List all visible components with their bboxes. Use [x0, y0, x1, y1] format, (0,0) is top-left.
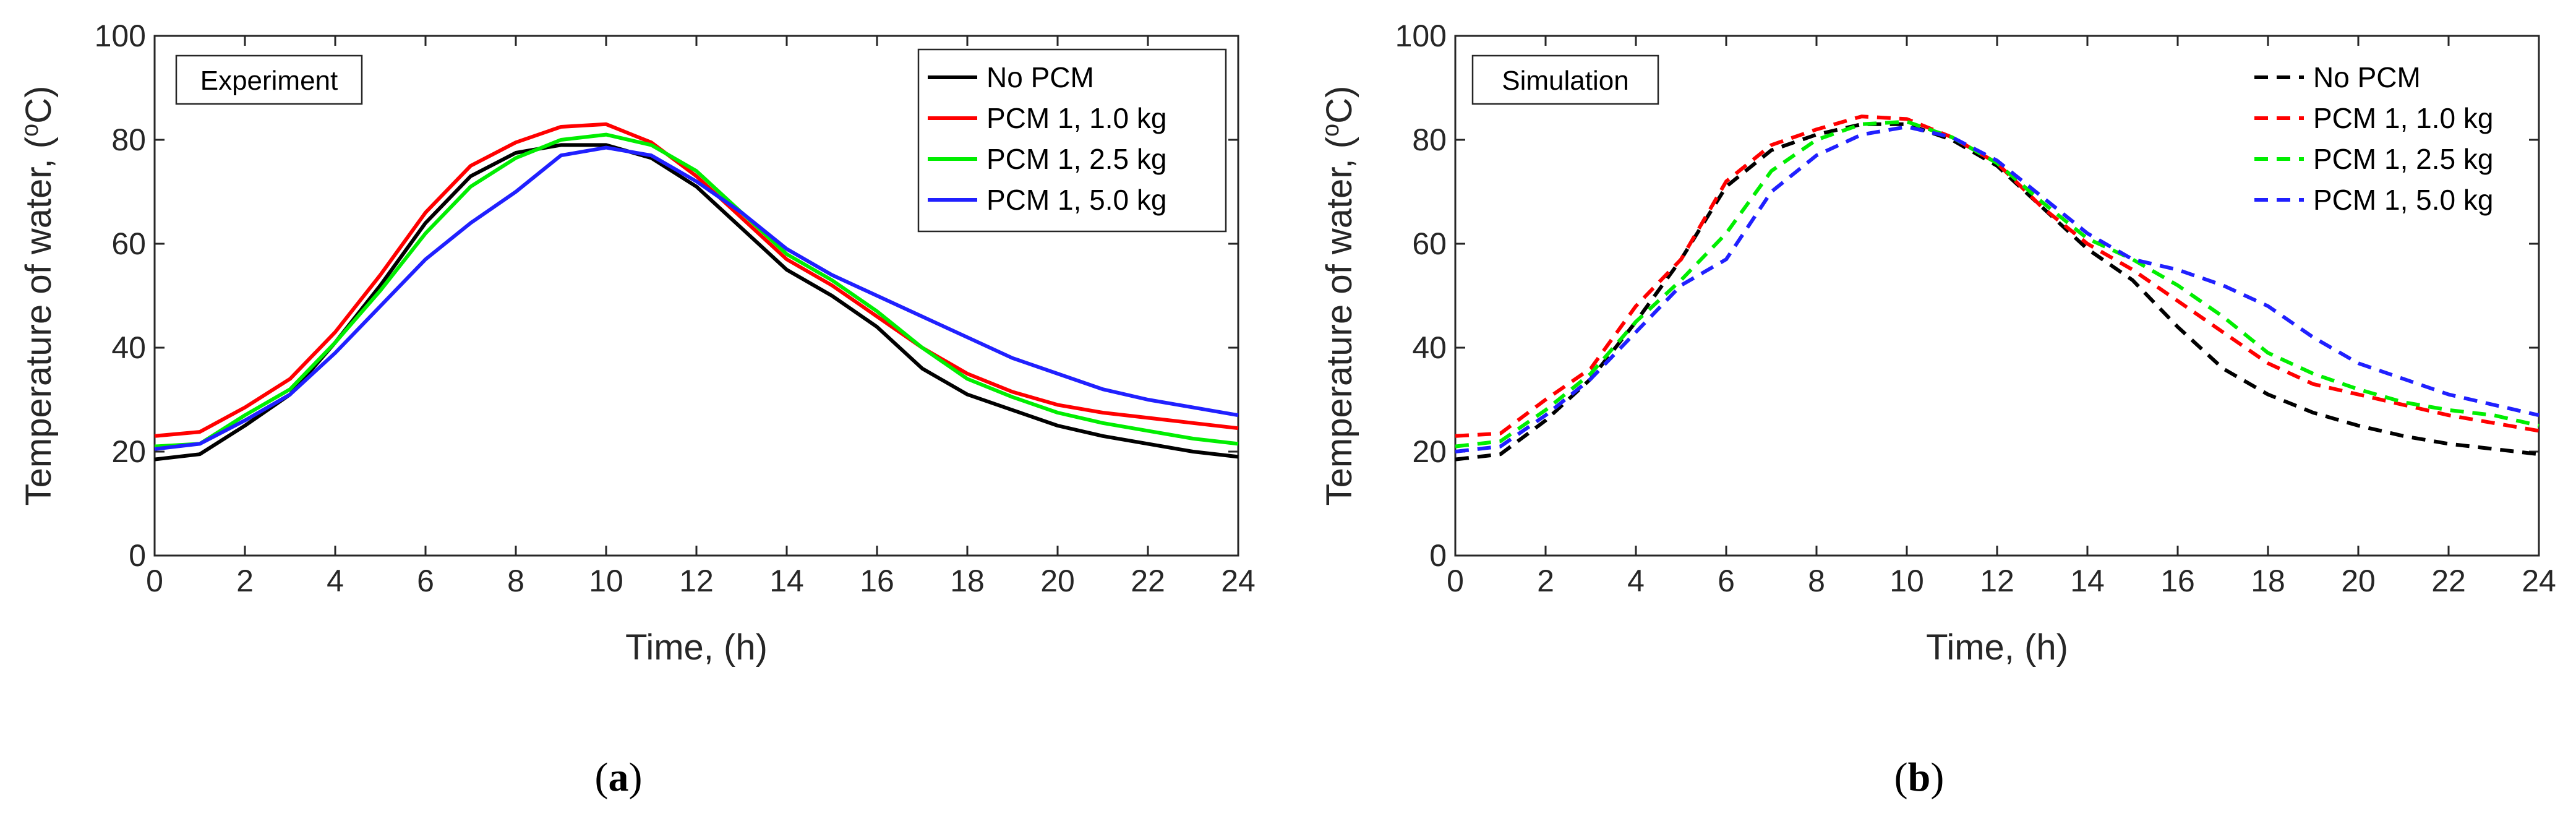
y-tick-label: 0	[1429, 538, 1447, 573]
x-tick-label: 2	[1537, 564, 1554, 598]
legend-items: No PCM PCM 1, 1.0 kg PCM 1, 2.5 kg PCM 1, 5…	[2254, 61, 2493, 216]
x-tick-label: 0	[146, 564, 163, 598]
x-tick-label: 12	[1980, 564, 2014, 598]
panel-title: Simulation	[1502, 66, 1628, 96]
series-line-pcm-1-1-0-kg	[1455, 114, 2540, 438]
series-line-pcm-1-5-0-kg	[1455, 125, 2540, 453]
series-layer	[154, 122, 1239, 462]
y-axis-label: Temperature of water, (oC)	[1318, 86, 1359, 506]
y-tick-label: 80	[111, 122, 146, 157]
legend-box	[2245, 48, 2528, 233]
x-tick-label: 4	[327, 564, 344, 598]
legend-label: PCM 1, 5.0 kg	[2313, 184, 2493, 216]
series-layer	[1455, 114, 2540, 462]
tick-marks	[1454, 35, 2540, 557]
tick-marks	[153, 35, 1239, 557]
legend-items: No PCM PCM 1, 1.0 kg PCM 1, 2.5 kg PCM 1, 5…	[928, 61, 1166, 216]
legend-label: PCM 1, 2.5 kg	[986, 143, 1166, 175]
x-tick-label: 12	[679, 564, 714, 598]
panel-caption: (b)	[1894, 755, 1945, 800]
x-tick-labels: 0 2 4 6 8 10 12 14 16 18 20 22 24	[146, 564, 1256, 598]
y-tick-label: 40	[1412, 330, 1447, 365]
y-tick-label: 20	[111, 434, 146, 469]
x-tick-label: 8	[1808, 564, 1825, 598]
series-line-pcm-1-5-0-kg	[154, 145, 1239, 451]
panel-title-box: Simulation	[1471, 54, 1659, 105]
y-tick-label: 20	[1412, 434, 1447, 469]
series-line-pcm-1-2-5-kg	[154, 132, 1239, 449]
x-tick-label: 22	[2431, 564, 2466, 598]
x-tick-label: 20	[1040, 564, 1075, 598]
x-tick-label: 18	[2251, 564, 2285, 598]
x-tick-label: 6	[1718, 564, 1735, 598]
x-tick-label: 20	[2341, 564, 2376, 598]
panel-title: Experiment	[200, 66, 338, 96]
x-tick-label: 8	[507, 564, 524, 598]
x-tick-label: 10	[1889, 564, 1924, 598]
legend-label: No PCM	[2313, 61, 2421, 93]
panel-caption: (a)	[595, 755, 643, 800]
legend: No PCM PCM 1, 1.0 kg PCM 1, 2.5 kg PCM 1, 5…	[2245, 48, 2528, 233]
legend-label: PCM 1, 5.0 kg	[986, 184, 1166, 216]
y-axis-label: Temperature of water, (oC)	[17, 86, 59, 506]
y-tick-label: 60	[1412, 226, 1447, 261]
legend-label: PCM 1, 1.0 kg	[2313, 102, 2493, 134]
series-line-pcm-1-1-0-kg	[154, 122, 1239, 438]
y-tick-label: 100	[1395, 19, 1447, 53]
y-tick-label: 60	[111, 226, 146, 261]
y-tick-labels: 0 20 40 60 80 100	[95, 19, 146, 573]
series-line-pcm-1-2-5-kg	[1455, 119, 2540, 449]
y-tick-labels: 0 20 40 60 80 100	[1395, 19, 1447, 573]
x-tick-label: 22	[1131, 564, 1165, 598]
x-tick-label: 14	[769, 564, 804, 598]
x-tick-label: 0	[1447, 564, 1464, 598]
x-tick-label: 10	[589, 564, 623, 598]
x-tick-label: 4	[1627, 564, 1645, 598]
x-tick-label: 24	[1221, 564, 1256, 598]
x-axis-label: Time, (h)	[625, 627, 768, 668]
x-tick-label: 16	[860, 564, 894, 598]
y-tick-label: 40	[111, 330, 146, 365]
y-tick-label: 100	[95, 19, 146, 53]
y-tick-label: 0	[129, 538, 146, 573]
legend-label: PCM 1, 1.0 kg	[986, 102, 1166, 134]
x-tick-label: 2	[236, 564, 254, 598]
y-tick-label: 80	[1412, 122, 1447, 157]
x-tick-label: 16	[2160, 564, 2195, 598]
x-tick-label: 14	[2070, 564, 2105, 598]
legend-label: No PCM	[986, 61, 1094, 93]
x-axis-label: Time, (h)	[1926, 627, 2068, 668]
x-tick-labels: 0 2 4 6 8 10 12 14 16 18 20 22 24	[1447, 564, 2556, 598]
panel-title-box: Experiment	[175, 54, 363, 105]
x-tick-label: 24	[2522, 564, 2556, 598]
legend: No PCM PCM 1, 1.0 kg PCM 1, 2.5 kg PCM 1, 5…	[917, 48, 1227, 233]
x-tick-label: 18	[950, 564, 985, 598]
legend-label: PCM 1, 2.5 kg	[2313, 143, 2493, 175]
x-tick-label: 6	[417, 564, 434, 598]
